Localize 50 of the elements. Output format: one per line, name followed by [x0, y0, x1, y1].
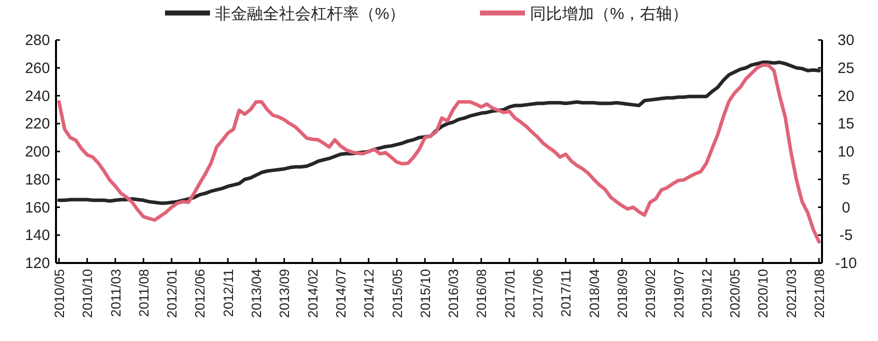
x-tick-label: 2019/07	[671, 269, 686, 318]
x-tick-label: 2017/11	[558, 269, 574, 317]
x-tick-label: 2020/10	[756, 269, 771, 318]
x-tick-label: 2020/05	[728, 269, 743, 318]
x-tick-label: 2016/03	[446, 269, 462, 318]
x-tick-label: 2019/12	[699, 269, 714, 318]
x-tick-label: 2013/04	[249, 268, 264, 318]
y-tick-label: 260	[24, 60, 50, 77]
x-tick-label: 2019/02	[643, 269, 658, 318]
y2-tick-label: 10	[838, 144, 854, 160]
x-tick-label: 2021/08	[812, 269, 827, 318]
x-tick-label: 2011/08	[136, 269, 152, 317]
line-series	[57, 63, 821, 244]
y-tick-label: 140	[24, 227, 50, 244]
x-tick-label: 2018/04	[586, 268, 602, 318]
x-tick-label: 2016/08	[474, 269, 490, 318]
x-tick-label: 2011/03	[108, 269, 124, 317]
x-tick-label: 2014/02	[305, 269, 320, 318]
x-tick-label: 2013/09	[277, 269, 292, 318]
y2-tick-label: -10	[835, 255, 857, 272]
y-tick-label: 160	[24, 199, 50, 216]
x-tick-label: 2017/01	[502, 269, 518, 318]
x-tick-label: 2014/12	[362, 269, 377, 318]
y2-tick-label: 15	[838, 116, 854, 133]
x-tick-label: 2010/05	[52, 269, 67, 318]
x-tick-label: 2017/06	[530, 269, 546, 318]
x-tick-label: 2010/10	[80, 269, 96, 318]
legend-label: 非金融全社会杠杆率（%）	[215, 5, 406, 23]
y2-tick-label: 25	[838, 60, 854, 77]
x-tick-label: 2012/01	[164, 269, 180, 318]
y-tick-label: 280	[24, 32, 50, 49]
line-series	[57, 60, 821, 205]
y2-tick-label: 0	[842, 199, 850, 216]
x-tick-label: 2015/05	[390, 269, 405, 318]
x-tick-label: 2021/03	[784, 269, 799, 318]
y2-tick-label: 30	[838, 32, 854, 49]
y2-tick-label: 5	[842, 171, 850, 188]
x-tick-label: 2018/09	[614, 269, 630, 318]
y-tick-label: 240	[24, 88, 50, 105]
y2-tick-label: 20	[838, 88, 854, 105]
x-tick-label: 2012/06	[192, 269, 208, 318]
x-tick-label: 2014/07	[333, 269, 348, 318]
y-tick-label: 220	[24, 116, 50, 133]
x-tick-label: 2012/11	[220, 269, 236, 317]
x-tick-label: 2015/10	[418, 269, 433, 318]
y-tick-label: 120	[24, 255, 50, 272]
legend-label: 同比增加（%，右轴）	[530, 5, 688, 23]
y-tick-label: 180	[24, 171, 50, 188]
y-tick-label: 200	[24, 144, 50, 160]
y2-tick-label: -5	[839, 227, 853, 244]
